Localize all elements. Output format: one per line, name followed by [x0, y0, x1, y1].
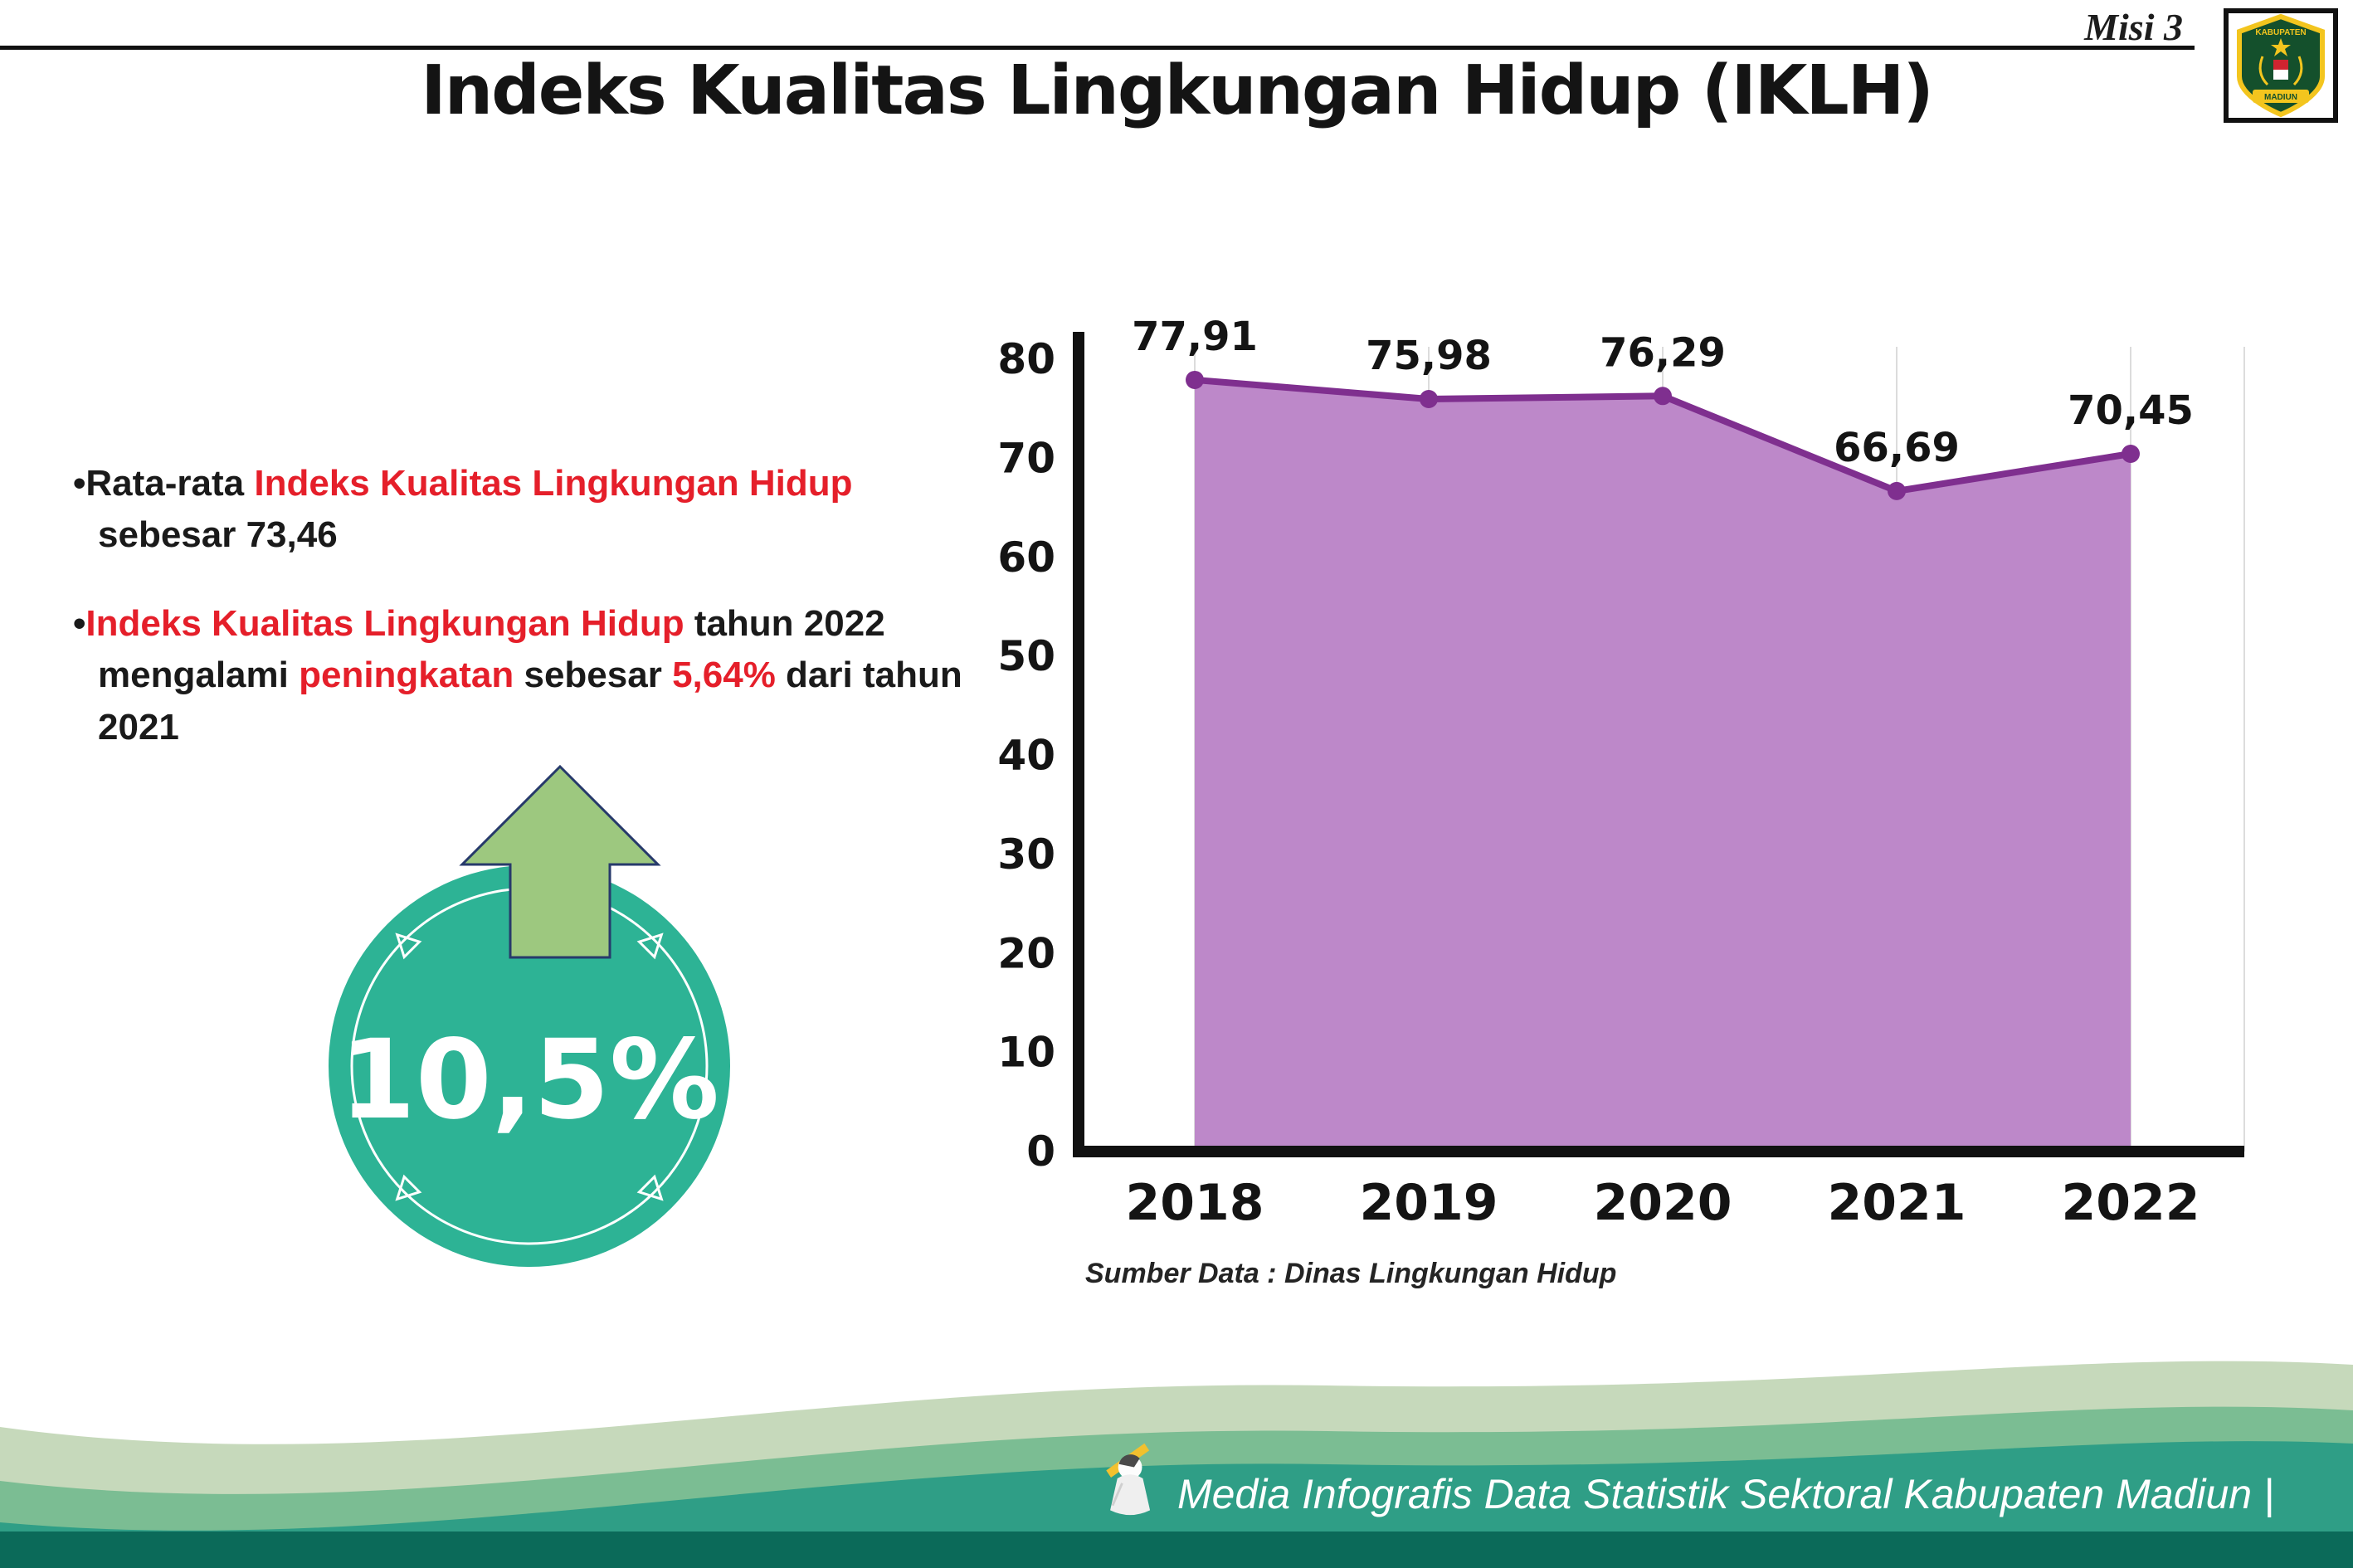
body-text: Rata-rata	[85, 463, 255, 504]
crest-star-icon	[2271, 38, 2291, 56]
y-tick-label: 30	[997, 830, 1055, 879]
crest-top-text: KABUPATEN	[2255, 28, 2306, 37]
highlight-text: Indeks Kualitas Lingkungan Hidup	[254, 463, 853, 504]
increase-badge: 10,5%	[314, 765, 745, 1275]
y-tick-label: 50	[997, 632, 1055, 680]
crest-rice-right	[2292, 56, 2303, 86]
body-text: sebesar	[514, 655, 673, 696]
page-title: Indeks Kualitas Lingkungan Hidup (IKLH)	[421, 51, 1934, 130]
kabupaten-madiun-crest: KABUPATEN MADIUN	[2237, 13, 2325, 118]
footer-bottom-strip	[0, 1531, 2353, 1568]
value-label: 76,29	[1600, 329, 1726, 376]
value-label: 70,45	[2068, 387, 2194, 434]
mascot-icon	[1106, 1443, 1151, 1516]
iklh-area-chart: 0 10 20 30 40 50 60 70 80 2018 2019 2020 2021 2022 77,…	[954, 297, 2282, 1264]
y-tick-label: 70	[997, 434, 1055, 482]
body-text: tahun 2022 mengalami	[98, 602, 885, 696]
bullet-dot: •	[73, 602, 86, 644]
area-fill	[1195, 379, 2131, 1152]
value-label: 75,98	[1366, 333, 1492, 379]
body-text: sebesar 73,46	[98, 514, 338, 556]
chart-canvas: 0 10 20 30 40 50 60 70 80 2018 2019 2020 2021 2022 77,…	[997, 314, 2245, 1232]
source-note: Sumber Data : Dinas Lingkungan Hidup	[1085, 1258, 1617, 1289]
crest-inner-shield-top	[2273, 60, 2288, 70]
body-text: dari tahun 2021	[98, 655, 962, 747]
data-point	[1186, 370, 1204, 389]
highlight-text: 5,64%	[672, 655, 776, 696]
data-point	[1888, 481, 1906, 500]
ring-triangle-ne	[636, 933, 664, 960]
data-point	[2122, 445, 2140, 464]
badge-circle	[329, 865, 730, 1267]
kabupaten-madiun-logo: KABUPATEN MADIUN	[2224, 8, 2338, 123]
x-tick-label: 2018	[1126, 1174, 1264, 1232]
y-tick-label: 80	[997, 335, 1055, 383]
highlight-text: peningkatan	[299, 655, 514, 696]
y-tick-label: 40	[997, 732, 1055, 780]
data-point	[1420, 389, 1438, 408]
footer-credit-text: Media Infografis Data Statistik Sektoral…	[1176, 1471, 2274, 1517]
crest-ribbon	[2253, 90, 2309, 103]
data-point	[1654, 387, 1672, 406]
crest-rice-left	[2258, 56, 2269, 86]
value-label: 66,69	[1834, 425, 1960, 471]
x-tick-label: 2022	[2062, 1174, 2200, 1232]
x-tick-label: 2020	[1594, 1174, 1732, 1232]
bullet-dot: •	[73, 463, 86, 504]
up-arrow-icon	[459, 765, 661, 959]
footer-waves	[0, 1361, 2353, 1568]
footer-credit: Media Infografis Data Statistik Sektoral…	[1099, 1439, 2274, 1518]
x-tick-label: 2021	[1828, 1174, 1966, 1232]
x-tick-label: 2019	[1360, 1174, 1498, 1232]
value-label: 77,91	[1132, 314, 1258, 360]
y-tick-label: 0	[1026, 1127, 1055, 1176]
misi-label: Misi 3	[2084, 6, 2183, 48]
bullet-item: •Indeks Kualitas Lingkungan Hidup tahun …	[73, 598, 969, 753]
ring-triangle-nw	[395, 933, 422, 960]
y-tick-label: 10	[997, 1029, 1055, 1077]
crest-bottom-text: MADIUN	[2264, 93, 2297, 102]
summary-bullets: •Rata-rata Indeks Kualitas Lingkungan Hi…	[73, 458, 969, 790]
ring-triangle-sw	[395, 1174, 422, 1201]
ring-triangle-se	[636, 1174, 664, 1201]
y-tick-label: 20	[997, 929, 1055, 977]
top-divider	[0, 46, 2195, 50]
y-tick-label: 60	[997, 533, 1055, 582]
badge-value: 10,5%	[339, 1016, 719, 1144]
highlight-text: Indeks Kualitas Lingkungan Hidup	[85, 602, 684, 644]
bullet-item: •Rata-rata Indeks Kualitas Lingkungan Hi…	[73, 458, 969, 562]
